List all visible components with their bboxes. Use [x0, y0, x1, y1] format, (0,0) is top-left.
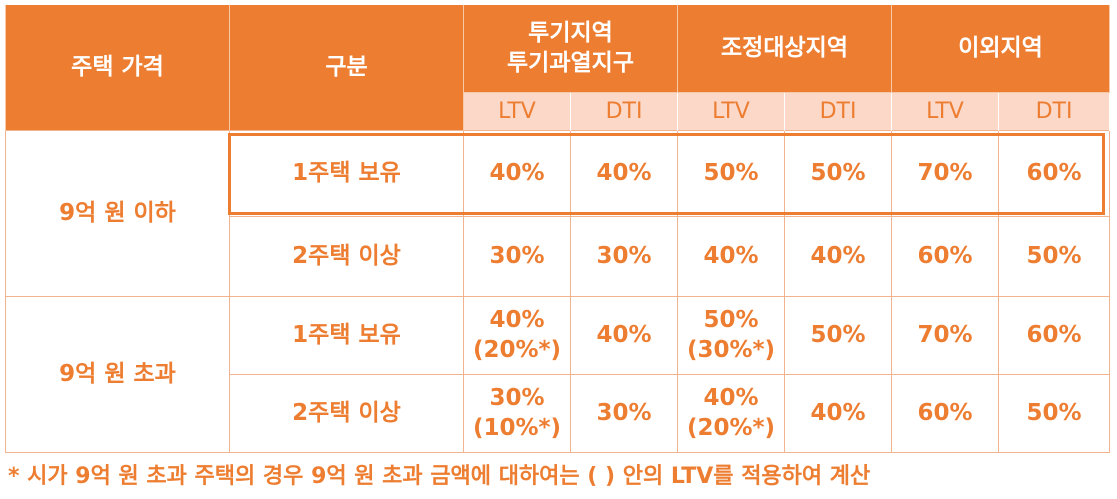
value-cell: 60%	[997, 129, 1111, 217]
value-cell: 30%	[463, 215, 571, 297]
value-main: 30%	[489, 385, 545, 411]
value-sub: (10%*)	[472, 415, 562, 441]
value-cell: 40% (20%*)	[677, 373, 785, 453]
category-cell: 1주택 보유	[229, 129, 464, 217]
table-row: 9억 원 초과 1주택 보유 40% (20%*) 40% 50% (30%*)…	[5, 295, 1111, 453]
header-region-adjusted: 조정대상지역	[677, 5, 892, 93]
value-cell: 40%	[463, 129, 571, 217]
value-cell: 30%	[570, 215, 678, 297]
value-sub: (30%*)	[686, 337, 776, 363]
value-cell: 70%	[891, 129, 999, 217]
value-sub: (20%*)	[472, 337, 562, 363]
value-cell: 50%	[784, 129, 892, 217]
value-cell: 40%	[784, 373, 892, 453]
value-main: 40%	[703, 385, 759, 411]
header-region-line: 투기지역	[528, 20, 613, 47]
value-cell: 30%	[570, 373, 678, 453]
ltv-dti-table: 주택 가격 구분 투기지역 투기과열지구 조정대상지역 이외지역 LTV DTI…	[5, 5, 1111, 453]
value-sub: (20%*)	[686, 415, 776, 441]
value-cell: 40%	[677, 215, 785, 297]
subheader-dti: DTI	[997, 92, 1111, 130]
value-cell: 50% (30%*)	[677, 295, 785, 375]
value-main: 50%	[703, 307, 759, 333]
value-cell: 60%	[997, 295, 1111, 375]
value-cell: 70%	[891, 295, 999, 375]
subheader-ltv: LTV	[677, 92, 785, 130]
header-region-speculative: 투기지역 투기과열지구	[463, 5, 678, 93]
value-main: 40%	[489, 307, 545, 333]
value-cell: 50%	[997, 373, 1111, 453]
subheader-dti: DTI	[784, 92, 892, 130]
table-row: 9억 원 이하 1주택 보유 40% 40% 50% 50% 70% 60%	[5, 129, 1111, 297]
subheader-dti: DTI	[570, 92, 678, 130]
value-cell: 40%	[570, 295, 678, 375]
price-cell: 9억 원 이하	[5, 129, 230, 297]
subheader-ltv: LTV	[463, 92, 571, 130]
category-cell: 2주택 이상	[229, 215, 464, 297]
header-category: 구분	[229, 5, 464, 130]
header-region-line: 투기과열지구	[507, 50, 634, 77]
subheader-ltv: LTV	[891, 92, 999, 130]
category-cell: 1주택 보유	[229, 295, 464, 375]
value-cell: 40%	[784, 215, 892, 297]
value-cell: 40%	[570, 129, 678, 217]
value-cell: 60%	[891, 373, 999, 453]
table-row: 2주택 이상 30% (10%*) 30% 40% (20%*) 40% 60%…	[6, 373, 1111, 453]
footnote: * 시가 9억 원 초과 주택의 경우 9억 원 초과 금액에 대하여는 ( )…	[8, 464, 871, 489]
value-cell: 40% (20%*)	[463, 295, 571, 375]
value-cell: 60%	[891, 215, 999, 297]
value-cell: 30% (10%*)	[463, 373, 571, 453]
category-cell: 2주택 이상	[229, 373, 464, 453]
value-cell: 50%	[677, 129, 785, 217]
header-price: 주택 가격	[5, 5, 230, 130]
value-cell: 50%	[784, 295, 892, 375]
value-cell: 50%	[997, 215, 1111, 297]
header-region-other: 이외지역	[890, 5, 1111, 93]
price-cell: 9억 원 초과	[5, 295, 230, 453]
